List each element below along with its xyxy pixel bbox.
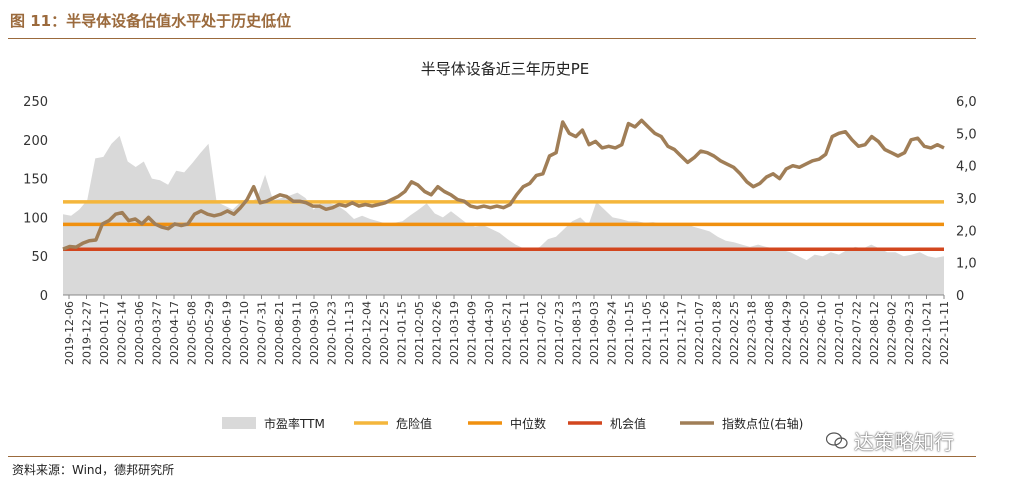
- left-tick-label: 250: [23, 95, 48, 110]
- right-tick-label: 1,0: [956, 257, 977, 272]
- x-tick-label: 2021-05-21: [501, 301, 514, 365]
- x-tick-label: 2022-09-23: [903, 301, 916, 365]
- x-tick-label: 2020-04-17: [168, 301, 181, 365]
- x-tick-label: 2019-12-06: [63, 301, 76, 365]
- x-tick-label: 2020-07-31: [256, 301, 269, 365]
- legend-label: 危险值: [396, 416, 432, 431]
- x-tick-label: 2022-11-11: [938, 301, 951, 365]
- x-tick-label: 2020-11-13: [343, 301, 356, 365]
- x-tick-label: 2022-07-01: [833, 301, 846, 365]
- x-tick-label: 2022-04-08: [763, 301, 776, 365]
- x-tick-label: 2020-05-29: [203, 301, 216, 365]
- right-tick-label: 4,0: [956, 160, 977, 175]
- index-line-series: [62, 118, 945, 251]
- right-tick-label: 2,0: [956, 224, 977, 239]
- x-tick-label: 2021-06-11: [518, 301, 531, 365]
- x-tick-label: 2021-07-23: [553, 301, 566, 365]
- legend-label: 市盈率TTM: [264, 416, 325, 431]
- left-tick-label: 100: [23, 211, 48, 226]
- x-tick-label: 2022-01-07: [693, 301, 706, 365]
- x-tick-label: 2021-08-13: [571, 301, 584, 365]
- pe-area-series: [63, 135, 944, 295]
- chart: 半导体设备近三年历史PE 0 50 100 150 200 250 0 1,0 2,0 3,0 4,…: [23, 60, 977, 431]
- x-tick-label: 2021-07-02: [536, 301, 549, 365]
- legend-index: 指数点位(右轴): [680, 416, 803, 431]
- title-divider: [8, 38, 976, 39]
- reference-lines: [63, 200, 944, 251]
- wechat-icon: [826, 431, 848, 449]
- legend-swatch: [222, 417, 256, 429]
- source-divider: [8, 456, 976, 457]
- watermark-text: 达策略知行: [854, 430, 954, 454]
- legend-pe: 市盈率TTM: [222, 416, 325, 431]
- x-tick-label: 2022-07-22: [851, 301, 864, 365]
- pe-area: [63, 135, 944, 295]
- x-tick-label: 2020-05-08: [186, 301, 199, 365]
- x-tick-label: 2021-01-15: [396, 301, 409, 365]
- right-tick-label: 6,0: [956, 95, 977, 110]
- x-tick-label: 2020-09-11: [291, 301, 304, 365]
- chart-title: 半导体设备近三年历史PE: [421, 60, 590, 78]
- source-note: 资料来源：Wind，德邦研究所: [12, 463, 175, 477]
- x-tick-label: 2019-12-27: [81, 301, 94, 365]
- x-tick-label: 2022-03-18: [746, 301, 759, 365]
- x-tick-label: 2020-08-21: [273, 301, 286, 365]
- x-tick-label: 2021-09-24: [606, 301, 619, 365]
- x-tick-label: 2022-04-29: [781, 301, 794, 365]
- index-line: [62, 118, 945, 251]
- legend-label: 机会值: [610, 416, 646, 431]
- x-tick-label: 2020-02-14: [116, 301, 129, 365]
- x-tick-label: 2021-04-09: [466, 301, 479, 365]
- x-tick-label: 2022-08-12: [868, 301, 881, 365]
- x-tick-label: 2022-10-21: [921, 301, 934, 365]
- x-tick-label: 2022-02-25: [728, 301, 741, 365]
- x-tick-label: 2020-07-10: [238, 301, 251, 365]
- x-tick-label: 2021-11-26: [658, 301, 671, 365]
- x-tick-label: 2020-03-06: [133, 301, 146, 365]
- legend-opportunity: 机会值: [568, 416, 646, 431]
- legend-danger: 危险值: [354, 416, 432, 431]
- x-tick-label: 2021-03-19: [448, 301, 461, 365]
- x-tick-label: 2020-09-30: [308, 301, 321, 365]
- x-tick-label: 2021-12-17: [676, 301, 689, 365]
- left-tick-label: 200: [23, 134, 48, 149]
- x-tick-label: 2020-12-25: [378, 301, 391, 365]
- right-tick-label: 3,0: [956, 192, 977, 207]
- legend-label: 指数点位(右轴): [722, 416, 803, 431]
- right-tick-label: 0: [956, 289, 964, 304]
- x-tick-label: 2020-03-27: [151, 301, 164, 365]
- x-tick-label: 2021-11-05: [641, 301, 654, 365]
- legend: 市盈率TTM 危险值 中位数 机会值 指数点位(右轴): [222, 416, 803, 431]
- x-tick-label: 2022-09-02: [886, 301, 899, 365]
- right-tick-label: 5,0: [956, 127, 977, 142]
- x-tick-label: 2022-06-10: [816, 301, 829, 365]
- watermark: 达策略知行: [826, 426, 954, 455]
- x-tick-label: 2022-01-28: [711, 301, 724, 365]
- x-tick-label: 2021-09-03: [588, 301, 601, 365]
- axes: 0 50 100 150 200 250 0 1,0 2,0 3,0 4,0 5,0 6,0 2019-1…: [23, 95, 977, 365]
- figure-title: 图 11：半导体设备估值水平处于历史低位: [10, 12, 292, 30]
- x-tick-label: 2020-01-17: [98, 301, 111, 365]
- x-tick-label: 2020-12-04: [361, 301, 374, 365]
- x-tick-label: 2021-10-15: [623, 301, 636, 365]
- legend-median: 中位数: [468, 416, 546, 431]
- x-tick-label: 2020-06-19: [221, 301, 234, 365]
- legend-label: 中位数: [510, 416, 546, 431]
- x-tick-label: 2022-05-20: [798, 301, 811, 365]
- x-tick-label: 2021-02-26: [431, 301, 444, 365]
- left-tick-label: 50: [31, 250, 48, 265]
- x-tick-label: 2021-02-05: [413, 301, 426, 365]
- left-tick-label: 150: [23, 173, 48, 188]
- left-tick-label: 0: [40, 289, 48, 304]
- x-tick-label: 2020-10-23: [326, 301, 339, 365]
- x-tick-label: 2021-04-30: [483, 301, 496, 365]
